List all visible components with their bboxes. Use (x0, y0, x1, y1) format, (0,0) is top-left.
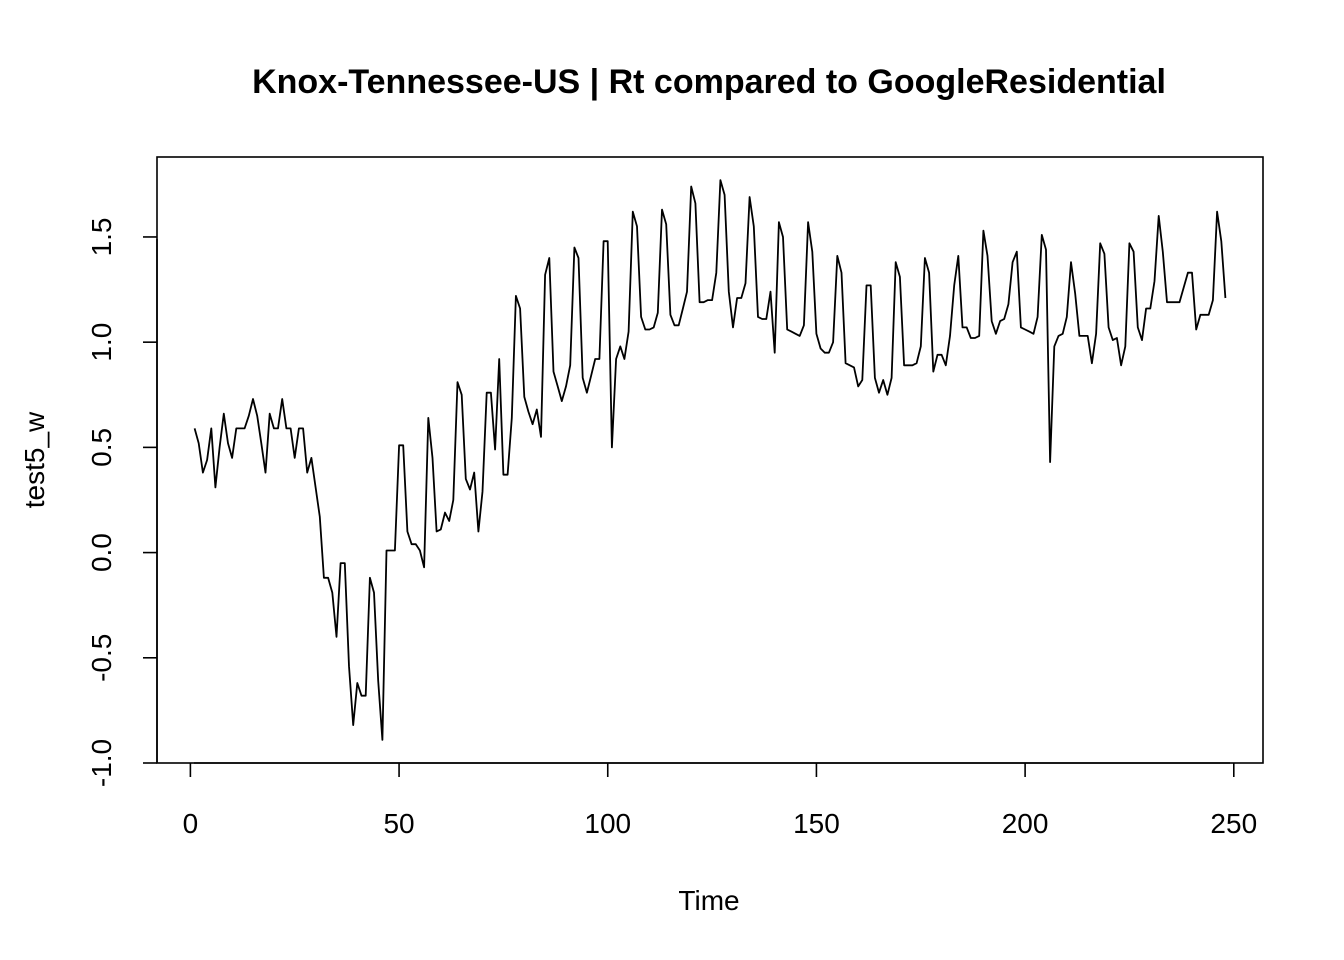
y-axis: -1.0 -0.5 0.0 0.5 1.0 1.5 (86, 217, 158, 787)
x-tick-label: 0 (183, 808, 199, 839)
chart-title: Knox-Tennessee-US | Rt compared to Googl… (252, 63, 1166, 101)
y-tick-label: 0.0 (86, 533, 117, 572)
y-tick-label: 1.0 (86, 323, 117, 362)
y-tick-label: 0.5 (86, 428, 117, 467)
rt-series-line (193, 179, 1227, 741)
y-axis-label: test5_w (19, 411, 50, 508)
y-tick-label: -0.5 (86, 634, 117, 682)
x-tick-label: 200 (1002, 808, 1049, 839)
y-tick-label: -1.0 (86, 739, 117, 787)
x-axis: 0 50 100 150 200 250 (183, 762, 1257, 839)
x-tick-label: 250 (1210, 808, 1257, 839)
x-tick-label: 50 (383, 808, 414, 839)
x-tick-label: 150 (793, 808, 840, 839)
x-axis-label: Time (678, 885, 739, 916)
y-tick-label: 1.5 (86, 217, 117, 256)
x-tick-label: 100 (584, 808, 631, 839)
plot-frame (156, 156, 1264, 764)
